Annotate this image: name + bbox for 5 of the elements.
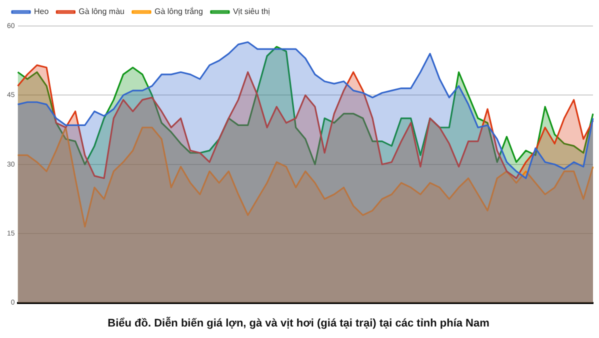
- legend-label: Gà lông màu: [78, 7, 124, 16]
- legend-label: Gà lông trắng: [154, 7, 203, 16]
- text: Biểu đồ. Diễn biến giá lợn, gà và vịt hơi (giá tại trại) tại các tỉnh phía Nam: [108, 316, 490, 330]
- legend-label: Vịt siêu thị: [232, 7, 270, 16]
- legend-label: Heo: [34, 7, 50, 16]
